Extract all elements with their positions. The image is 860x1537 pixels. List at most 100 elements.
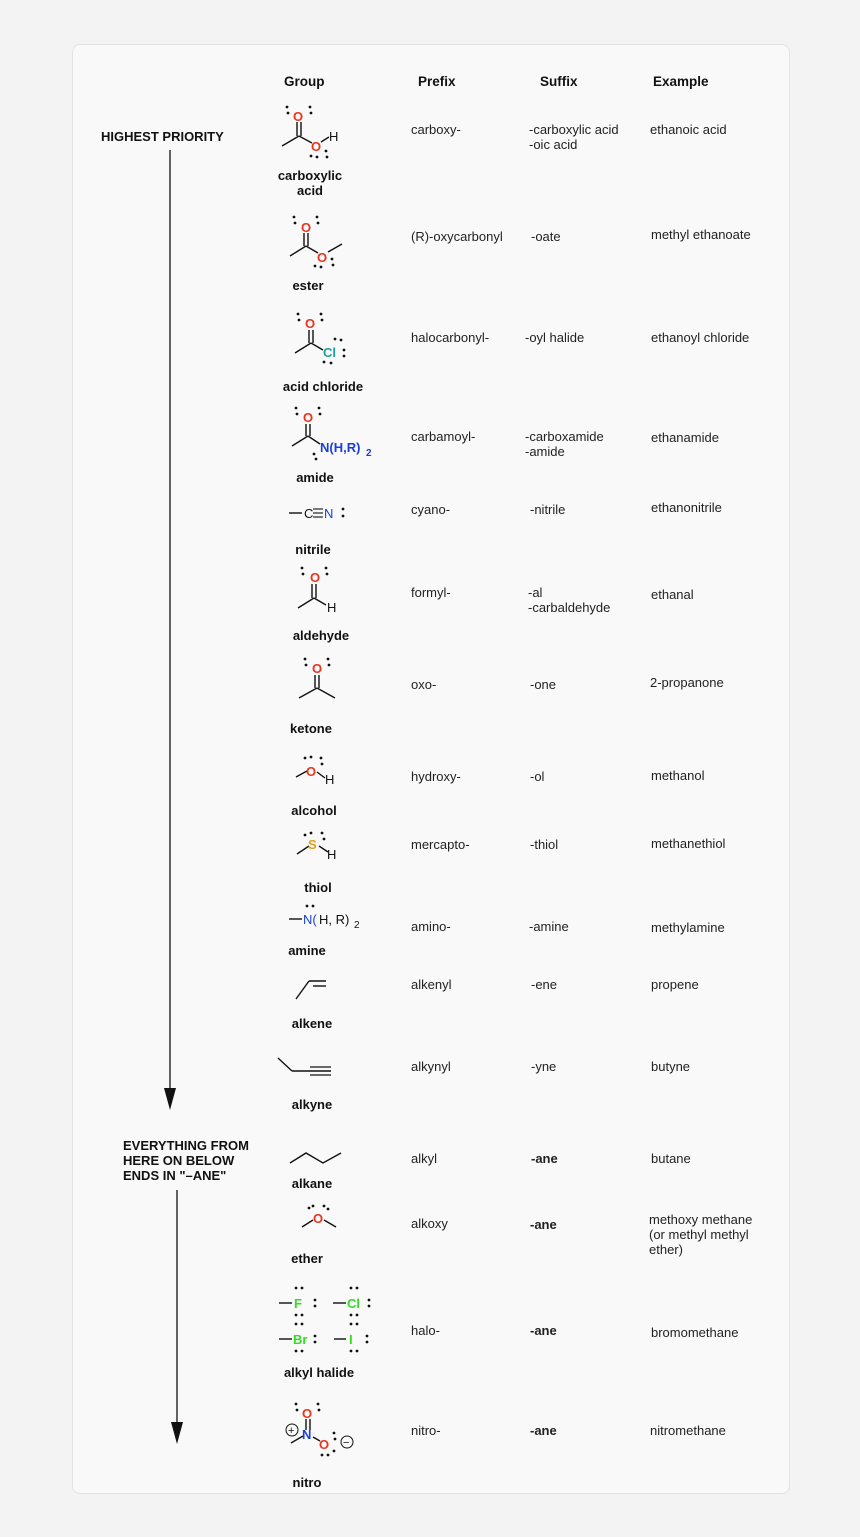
- example-nitrile: ethanonitrile: [651, 500, 722, 515]
- bromine-atom-label: Br: [293, 1332, 307, 1347]
- alkyne-structure-icon: [277, 1057, 331, 1076]
- example-alkene: propene: [651, 977, 699, 992]
- group-name-alkene: alkene: [291, 1016, 333, 1031]
- prefix-amine: amino-: [411, 919, 451, 934]
- aldehyde-structure-icon: O H: [297, 566, 336, 615]
- amide-structure-icon: O N(H,R) 2: [291, 406, 372, 461]
- content-card: [72, 44, 790, 1494]
- group-name-alkyl-halide: alkyl halide: [283, 1365, 355, 1380]
- nitrogen-group-label: N(H,R): [320, 440, 360, 455]
- example-amine: methylamine: [651, 920, 725, 935]
- oxygen-atom-label: O: [310, 570, 320, 585]
- hydrogen-atom-label: H: [327, 847, 336, 862]
- group-name-alkyne: alkyne: [291, 1097, 333, 1112]
- suffix-alkene: -ene: [531, 977, 558, 992]
- group-name-ketone: ketone: [290, 721, 332, 736]
- example-amide: ethanamide: [651, 430, 719, 445]
- group-name-acid-chloride: acid chloride: [282, 379, 364, 394]
- nitrile-structure-icon: C N: [289, 506, 345, 521]
- suffix-ester: -oate: [531, 229, 561, 244]
- subscript-two: 2: [366, 448, 372, 459]
- nitrogen-atom-label: N: [302, 1427, 311, 1442]
- ane-arrowhead: [171, 1422, 183, 1444]
- example-aldehyde: ethanal: [651, 587, 694, 602]
- prefix-alkyl-halide: halo-: [411, 1323, 440, 1338]
- prefix-alkane: alkyl: [411, 1151, 438, 1166]
- alcohol-structure-icon: O H: [295, 755, 334, 787]
- positive-charge-label: +: [288, 1425, 294, 1437]
- oxygen-atom-label: O: [306, 764, 316, 779]
- oxygen-atom-label: O: [302, 1406, 312, 1421]
- amine-structure-icon: N( H, R) 2: [289, 904, 360, 931]
- suffix-amide: -carboxamide -amide: [525, 429, 604, 459]
- oxygen-atom-label: O: [313, 1211, 323, 1226]
- priority-arrowhead: [164, 1088, 176, 1110]
- prefix-ether: alkoxy: [411, 1216, 448, 1231]
- ketone-structure-icon: O: [298, 657, 336, 699]
- hydrogen-atom-label: H: [329, 129, 338, 144]
- ether-structure-icon: O: [301, 1204, 337, 1228]
- suffix-acid-chloride: -oyl halide: [525, 330, 585, 345]
- nitrogen-atom-label: N(: [303, 912, 317, 927]
- oxygen-atom-label: O: [303, 410, 313, 425]
- prefix-alkene: alkenyl: [411, 977, 452, 992]
- carboxylic-acid-structure-icon: O O H: [281, 105, 338, 159]
- ester-structure-icon: O O: [289, 215, 343, 269]
- thiol-structure-icon: S H: [296, 831, 336, 862]
- prefix-nitro: nitro-: [411, 1423, 441, 1438]
- prefix-alkyne: alkynyl: [411, 1059, 451, 1074]
- prefix-aldehyde: formyl-: [411, 585, 451, 600]
- sulfur-atom-label: S: [308, 837, 317, 852]
- oxygen-atom-label: O: [301, 220, 311, 235]
- nitro-structure-icon: O N O + −: [285, 1402, 354, 1457]
- example-alkyne: butyne: [651, 1059, 691, 1074]
- header-prefix: Prefix: [418, 74, 456, 89]
- group-name-nitrile: nitrile: [295, 542, 331, 557]
- header-suffix: Suffix: [540, 74, 578, 89]
- suffix-alkyne: -yne: [531, 1059, 557, 1074]
- prefix-thiol: mercapto-: [411, 837, 470, 852]
- alkyl-halide-structure-icon: F Cl Br I: [279, 1286, 371, 1353]
- suffix-ether: -ane: [530, 1217, 557, 1232]
- subscript-two: 2: [354, 920, 360, 931]
- suffix-alkane: -ane: [531, 1151, 558, 1166]
- oxygen-atom-label: O: [305, 316, 315, 331]
- header-example: Example: [653, 74, 709, 89]
- suffix-thiol: -thiol: [530, 837, 559, 852]
- group-name-ester: ester: [292, 278, 324, 293]
- prefix-ketone: oxo-: [411, 677, 437, 692]
- ane-note-label: EVERYTHING FROM HERE ON BELOW ENDS IN "–…: [123, 1138, 249, 1183]
- example-nitro: nitromethane: [650, 1423, 726, 1438]
- group-name-amine: amine: [288, 943, 326, 958]
- suffix-carboxylic-acid: -carboxylic acid -oic acid: [529, 122, 619, 152]
- oxygen-atom-label: O: [317, 250, 327, 265]
- nitrogen-atom-label: N: [324, 506, 333, 521]
- prefix-ester: (R)-oxycarbonyl: [411, 229, 503, 244]
- acid-chloride-structure-icon: O Cl: [294, 312, 346, 365]
- iodine-atom-label: I: [349, 1332, 353, 1347]
- group-name-nitro: nitro: [292, 1475, 322, 1490]
- prefix-nitrile: cyano-: [411, 502, 451, 517]
- example-alcohol: methanol: [651, 768, 705, 783]
- chlorine-atom-label: Cl: [347, 1296, 360, 1311]
- prefix-alcohol: hydroxy-: [411, 769, 461, 784]
- hydrogen-atom-label: H: [325, 772, 334, 787]
- example-thiol: methanethiol: [651, 836, 726, 851]
- hydrogen-atom-label: H: [327, 600, 336, 615]
- fluorine-atom-label: F: [294, 1296, 302, 1311]
- suffix-nitrile: -nitrile: [530, 502, 566, 517]
- carbon-atom-label: C: [304, 506, 313, 521]
- example-ether: methoxy methane (or methyl methyl ether): [649, 1212, 753, 1257]
- group-name-amide: amide: [296, 470, 334, 485]
- oxygen-atom-label: O: [312, 661, 322, 676]
- chlorine-atom-label: Cl: [323, 345, 336, 360]
- prefix-carboxylic-acid: carboxy-: [411, 122, 461, 137]
- negative-charge-label: −: [343, 1437, 349, 1449]
- alkane-structure-icon: [289, 1152, 342, 1164]
- prefix-amide: carbamoyl-: [411, 429, 476, 444]
- suffix-nitro: -ane: [530, 1423, 557, 1438]
- group-name-carboxylic-acid: carboxylic acid: [277, 168, 343, 198]
- example-ester: methyl ethanoate: [651, 227, 751, 242]
- oxygen-atom-label: O: [293, 109, 303, 124]
